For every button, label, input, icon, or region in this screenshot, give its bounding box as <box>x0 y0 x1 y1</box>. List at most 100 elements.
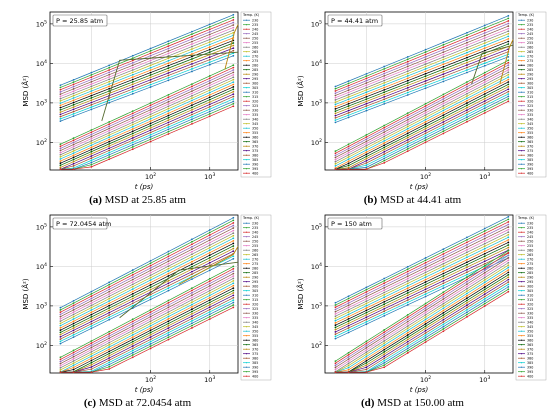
data-point-235K <box>507 218 510 221</box>
data-point-295K <box>149 78 152 81</box>
data-point-315K <box>90 129 93 131</box>
data-point-270K <box>483 247 486 250</box>
data-point-280K <box>208 254 211 257</box>
data-point-250K <box>108 290 111 293</box>
data-point-335K <box>347 151 350 154</box>
data-point-365K <box>365 155 368 158</box>
pressure-label-frame <box>327 14 383 27</box>
data-point-325K <box>191 291 193 294</box>
data-point-275K <box>483 47 486 50</box>
legend-label: 290 <box>527 73 533 77</box>
series-line-280K <box>335 41 509 110</box>
data-point-350K <box>108 136 111 139</box>
legend-marker <box>245 132 248 134</box>
legend-marker <box>520 281 523 283</box>
data-point-255K <box>424 60 427 63</box>
data-point-265K <box>347 311 350 314</box>
y-tick-label: 102 <box>36 341 47 350</box>
data-point-245K <box>131 276 134 279</box>
legend-marker <box>520 159 523 161</box>
series-line-230K <box>335 15 509 87</box>
data-point-310K <box>108 318 111 321</box>
data-point-320K <box>365 342 368 345</box>
series-line-400K <box>335 100 509 170</box>
data-point-270K <box>483 44 486 47</box>
data-point-305K <box>347 329 350 332</box>
data-point-395K <box>131 354 134 356</box>
data-point-345K <box>208 292 211 294</box>
legend-marker <box>245 69 248 71</box>
data-point-240K <box>108 286 111 288</box>
data-point-260K <box>59 320 62 323</box>
data-point-375K <box>383 355 386 358</box>
data-point-365K <box>59 164 62 167</box>
data-point-230K <box>90 290 93 293</box>
data-point-310K <box>365 109 368 112</box>
data-point-300K <box>424 82 427 85</box>
data-point-360K <box>442 114 445 116</box>
legend-marker <box>245 366 248 368</box>
data-point-295K <box>383 96 386 98</box>
legend-marker <box>520 357 523 359</box>
data-point-345K <box>131 331 134 334</box>
legend-label: 370 <box>252 348 258 352</box>
data-point-365K <box>442 116 445 119</box>
data-point-280K <box>108 304 111 307</box>
legend-marker <box>520 366 523 368</box>
data-point-315K <box>208 75 211 77</box>
data-point-340K <box>507 71 510 74</box>
caption-text: MSD at 72.0454 atm <box>96 397 192 409</box>
data-point-240K <box>149 52 152 55</box>
data-point-265K <box>442 58 445 61</box>
data-point-270K <box>72 97 75 99</box>
legend-marker <box>520 249 523 251</box>
data-point-245K <box>167 257 170 260</box>
data-point-305K <box>383 100 386 103</box>
data-point-400K <box>191 327 193 329</box>
series-line-380K <box>60 297 234 373</box>
data-point-330K <box>59 362 62 365</box>
legend-marker <box>245 141 248 143</box>
legend-marker <box>245 42 248 44</box>
data-point-340K <box>365 144 368 147</box>
data-point-375K <box>72 162 75 165</box>
data-point-325K <box>406 318 409 321</box>
legend-label: 240 <box>252 28 258 32</box>
data-point-275K <box>232 239 235 242</box>
data-point-345K <box>167 107 170 110</box>
data-point-295K <box>167 282 170 285</box>
data-point-285K <box>442 275 445 277</box>
legend-label: 385 <box>527 361 533 365</box>
data-point-250K <box>59 93 62 96</box>
data-point-330K <box>167 100 170 103</box>
data-point-315K <box>191 83 193 86</box>
data-point-265K <box>365 89 368 91</box>
data-point-320K <box>365 136 368 138</box>
data-point-290K <box>507 246 510 249</box>
series-line-290K <box>60 45 234 113</box>
data-point-330K <box>507 257 510 259</box>
data-point-335K <box>424 311 427 314</box>
data-point-325K <box>167 98 170 101</box>
data-point-265K <box>90 87 93 90</box>
data-point-350K <box>347 366 350 369</box>
data-point-360K <box>466 102 468 104</box>
series-line-350K <box>60 282 234 373</box>
series-line-285K <box>335 244 509 328</box>
data-point-355K <box>406 331 409 334</box>
legend-label: 250 <box>527 240 533 244</box>
legend-marker <box>520 285 523 287</box>
data-point-295K <box>191 270 193 273</box>
data-point-330K <box>232 71 235 74</box>
data-point-260K <box>108 295 111 298</box>
data-point-300K <box>191 65 193 68</box>
data-point-235K <box>483 230 486 232</box>
series-line-365K <box>335 84 509 170</box>
data-point-355K <box>406 130 409 132</box>
data-point-265K <box>131 285 134 288</box>
data-point-360K <box>90 148 93 151</box>
data-point-355K <box>442 309 445 312</box>
data-point-260K <box>383 79 386 82</box>
data-point-275K <box>406 287 409 290</box>
data-point-330K <box>424 309 427 312</box>
